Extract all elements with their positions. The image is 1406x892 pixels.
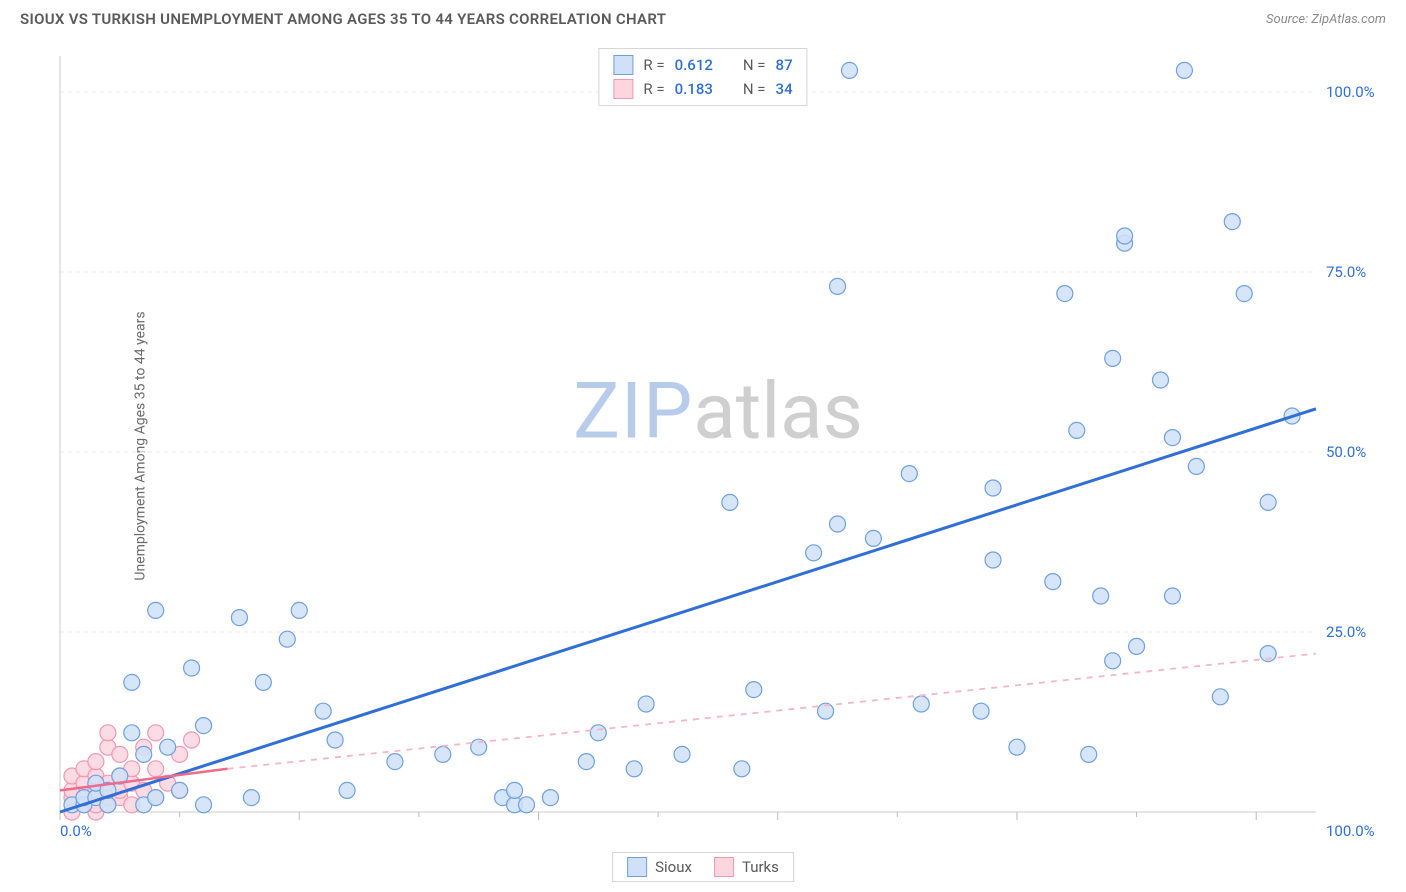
turks-R-value: 0.183 xyxy=(675,80,713,98)
svg-text:50.0%: 50.0% xyxy=(1326,443,1366,461)
stats-row-sioux: R = 0.612 N = 87 xyxy=(613,55,792,75)
sioux-swatch-icon xyxy=(613,55,633,75)
scatter-plot-svg: 25.0% 50.0% 75.0% 100.0% 0.0% 100.0% xyxy=(50,46,1386,842)
stat-R-label: R = xyxy=(643,56,664,74)
chart-title: SIOUX VS TURKISH UNEMPLOYMENT AMONG AGES… xyxy=(20,10,666,28)
sioux-swatch-icon xyxy=(627,857,647,877)
svg-text:100.0%: 100.0% xyxy=(1326,822,1375,840)
sioux-N-value: 87 xyxy=(776,56,793,74)
legend-item-sioux: Sioux xyxy=(627,857,692,877)
turks-swatch-icon xyxy=(714,857,734,877)
legend-label-turks: Turks xyxy=(742,858,779,876)
stat-R-label: R = xyxy=(643,80,664,98)
svg-text:75.0%: 75.0% xyxy=(1326,263,1366,281)
svg-text:100.0%: 100.0% xyxy=(1326,83,1375,101)
legend-label-sioux: Sioux xyxy=(655,858,692,876)
chart-area: 25.0%50.0%75.0%100.0%0.0%100.0% ZIPatlas xyxy=(50,46,1386,842)
stat-N-label: N = xyxy=(743,56,766,74)
chart-source: Source: ZipAtlas.com xyxy=(1266,12,1386,27)
svg-text:0.0%: 0.0% xyxy=(60,822,92,840)
turks-swatch-icon xyxy=(613,79,633,99)
stat-N-label: N = xyxy=(743,80,766,98)
legend: Sioux Turks xyxy=(612,852,794,882)
svg-text:25.0%: 25.0% xyxy=(1326,623,1366,641)
turks-N-value: 34 xyxy=(776,80,793,98)
correlation-stats-box: R = 0.612 N = 87 R = 0.183 N = 34 xyxy=(598,48,807,106)
chart-header: SIOUX VS TURKISH UNEMPLOYMENT AMONG AGES… xyxy=(0,0,1406,34)
sioux-R-value: 0.612 xyxy=(675,56,713,74)
stats-row-turks: R = 0.183 N = 34 xyxy=(613,79,792,99)
legend-item-turks: Turks xyxy=(714,857,779,877)
